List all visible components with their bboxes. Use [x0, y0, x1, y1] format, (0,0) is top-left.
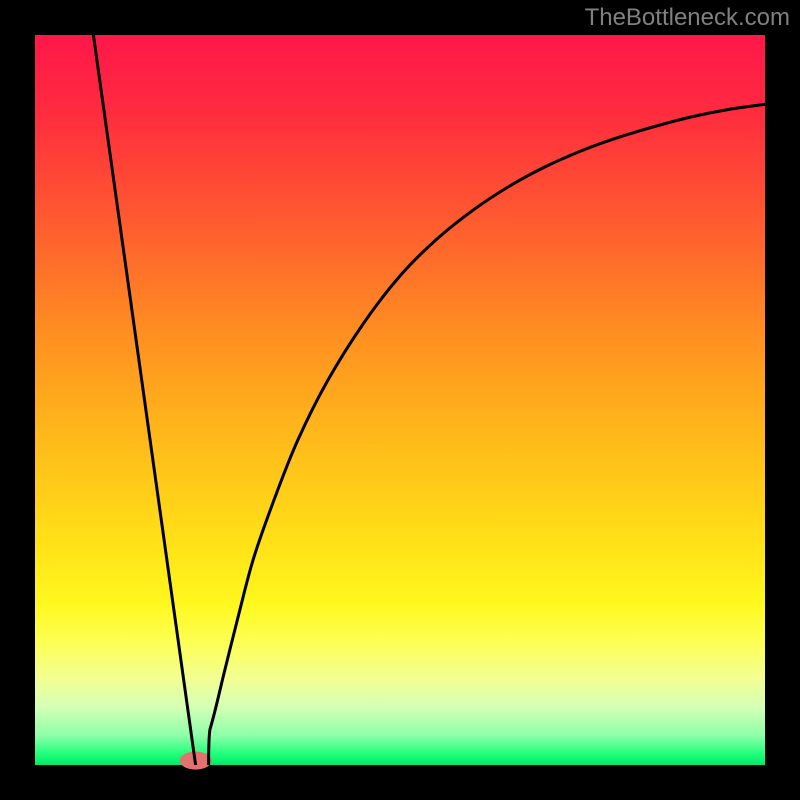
bottleneck-chart: [0, 0, 800, 800]
chart-container: TheBottleneck.com: [0, 0, 800, 800]
